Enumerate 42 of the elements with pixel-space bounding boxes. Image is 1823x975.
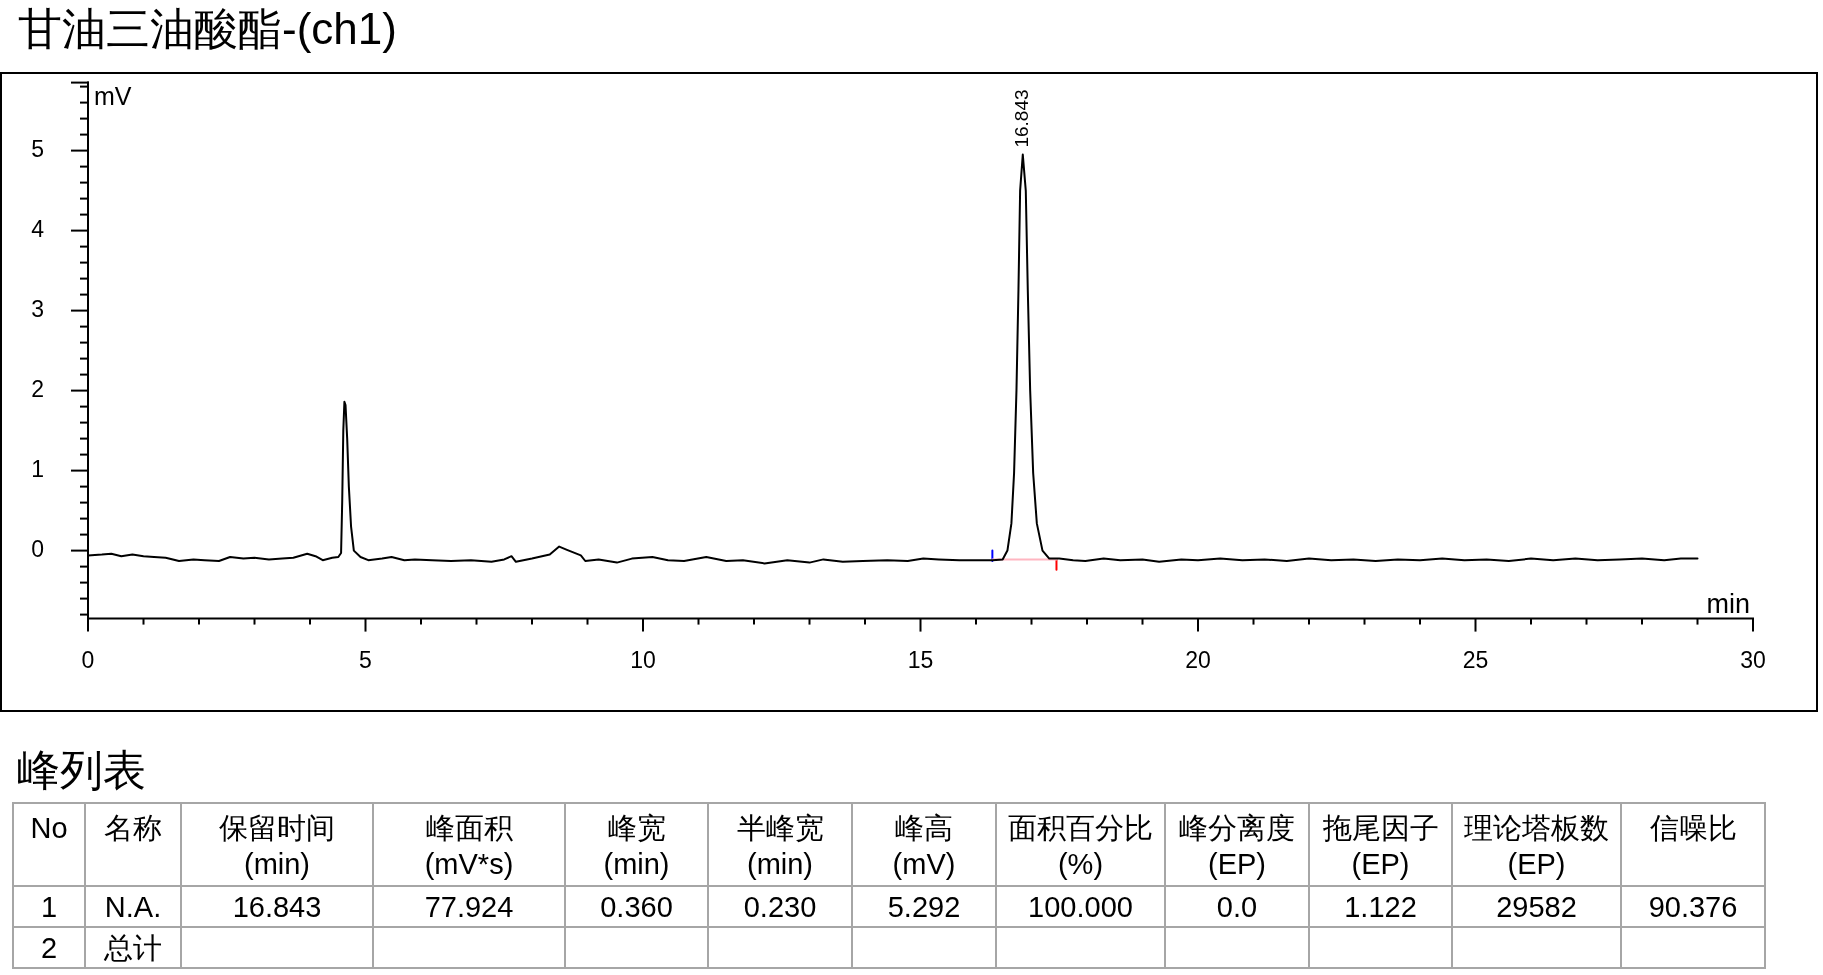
category-label: 峰宽 (min) xyxy=(565,803,708,886)
text: N.A. xyxy=(104,890,162,923)
x-tick-label: 15 xyxy=(907,646,934,673)
x-tick-label: 25 xyxy=(1462,646,1489,673)
text: 90.376 xyxy=(1648,890,1738,923)
text: 0.230 xyxy=(743,890,817,923)
text: 5.292 xyxy=(887,890,961,923)
x-tick-label: 5 xyxy=(359,646,372,673)
category-label: 面积百分比 (%) xyxy=(996,803,1165,886)
category-label: 半峰宽 (min) xyxy=(708,803,852,886)
text: 77.924 xyxy=(424,890,514,923)
text: 总计 xyxy=(104,931,162,964)
category-label: 名称 xyxy=(85,803,181,886)
y-tick-label: 4 xyxy=(31,215,45,242)
category-label: No xyxy=(13,803,85,886)
x-tick-label: 10 xyxy=(630,646,656,673)
y-tick-label: 0 xyxy=(31,535,44,562)
text: 峰列表 xyxy=(17,745,146,796)
text: 0.360 xyxy=(600,890,673,923)
text: 16.843 xyxy=(232,890,322,923)
x-tick-label: 30 xyxy=(1740,646,1766,673)
annotation: 16.843 xyxy=(1011,89,1033,148)
text: 100.000 xyxy=(1028,890,1133,923)
x-tick-label: 20 xyxy=(1185,646,1211,673)
text: 29582 xyxy=(1496,890,1577,923)
y-tick-label: 3 xyxy=(31,295,44,322)
category-label: 峰面积 (mV*s) xyxy=(373,803,565,886)
category-label: 保留时间 (min) xyxy=(181,803,373,886)
category-label: 峰高 (mV) xyxy=(852,803,996,886)
y-tick-label: 1 xyxy=(31,455,44,482)
text: 0.0 xyxy=(1216,890,1258,923)
category-label: 峰分离度 (EP) xyxy=(1165,803,1309,886)
chart-title: 甘油三油酸酯-(ch1) xyxy=(18,3,397,55)
category-label: 拖尾因子 (EP) xyxy=(1309,803,1452,886)
text: 1.122 xyxy=(1344,890,1417,923)
y-tick-label: 5 xyxy=(31,135,44,162)
x-axis-title: min xyxy=(1706,588,1750,619)
category-label: 信噪比 xyxy=(1621,803,1765,886)
x-tick-label: 0 xyxy=(81,646,95,673)
y-axis-title: mV xyxy=(94,81,132,110)
y-tick-label: 2 xyxy=(31,375,44,402)
category-label: 理论塔板数 (EP) xyxy=(1452,803,1621,886)
